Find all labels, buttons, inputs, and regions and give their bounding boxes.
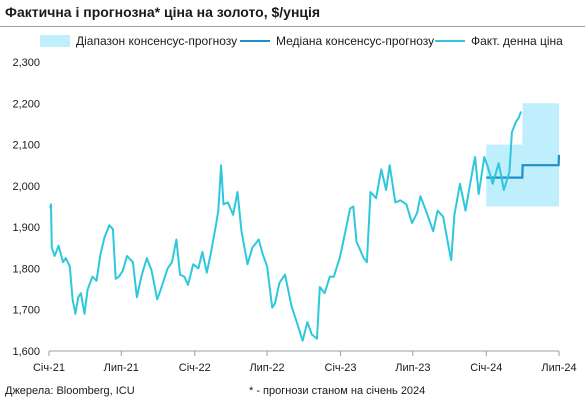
y-tick-label: 1,900	[12, 222, 40, 234]
y-tick-label: 1,700	[12, 305, 40, 317]
x-tick-label: Січ-23	[325, 362, 357, 374]
forecast-median	[486, 154, 561, 179]
actual-price	[49, 111, 523, 342]
x-axis	[48, 350, 560, 356]
x-axis-labels: Січ-21 Лип-21 Січ-22 Лип-22 Січ-23 Лип-23 Січ-…	[33, 362, 577, 374]
x-tick-label: Лип-21	[104, 362, 139, 374]
legend-label-actual: Факт. денна ціна	[471, 34, 563, 48]
y-tick-label: 2,100	[12, 140, 40, 152]
source-note: Джерела: Bloomberg, ICU	[5, 385, 135, 397]
x-tick-label: Лип-24	[541, 362, 576, 374]
y-tick-label: 2,300	[12, 57, 40, 69]
x-tick-label: Лип-23	[395, 362, 430, 374]
y-tick-label: 1,800	[12, 263, 40, 275]
forecast-footnote: * - прогнози станом на січень 2024	[249, 385, 426, 397]
legend-swatch-actual	[435, 40, 465, 42]
forecast-range-area	[486, 103, 559, 207]
x-tick-label: Лип-22	[249, 362, 284, 374]
x-tick-label: Січ-21	[33, 362, 65, 374]
legend-item-actual: Факт. денна ціна	[435, 34, 563, 48]
y-axis: 1,600 1,700 1,800 1,900 2,000 2,100 2,200 2,300	[12, 57, 40, 358]
legend-label-median: Медіана консенсус-прогнозу	[276, 34, 435, 48]
y-tick-label: 2,200	[12, 98, 40, 110]
y-tick-label: 2,000	[12, 181, 40, 193]
y-tick-label: 1,600	[12, 346, 40, 358]
legend-swatch-band	[40, 35, 70, 47]
x-tick-label: Січ-22	[179, 362, 211, 374]
forecast-median-line	[486, 154, 561, 179]
forecast-band	[486, 103, 559, 207]
legend-swatch-median	[240, 40, 270, 42]
legend-item-band: Діапазон консенсус-прогнозу	[40, 34, 237, 48]
x-tick-label: Січ-24	[470, 362, 502, 374]
chart-title: Фактична і прогнозна* ціна на золото, $/…	[5, 4, 321, 20]
legend: Діапазон консенсус-прогнозу Медіана конс…	[40, 34, 585, 52]
actual-price-line	[49, 111, 523, 342]
title-divider	[0, 26, 585, 27]
legend-label-band: Діапазон консенсус-прогнозу	[76, 34, 238, 48]
legend-item-median: Медіана консенсус-прогнозу	[240, 34, 434, 48]
